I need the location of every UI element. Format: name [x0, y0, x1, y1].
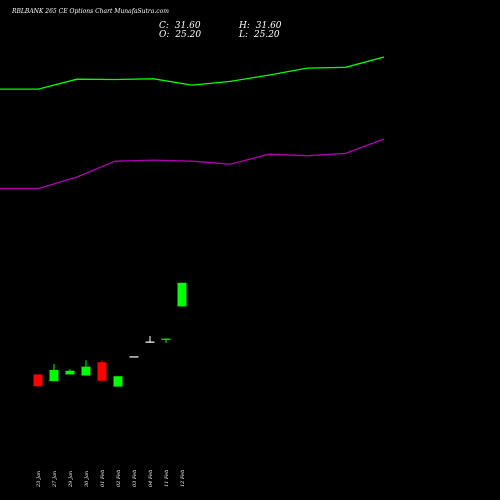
high-label: H: [238, 21, 250, 31]
candle-body [65, 370, 75, 375]
svg-text:H: 31.60: H: 31.60 [238, 21, 282, 31]
candle [161, 338, 171, 344]
candle [33, 374, 43, 387]
candles-layer [33, 282, 187, 387]
lower-band-line [0, 138, 385, 190]
candle [81, 360, 91, 376]
candle-body [145, 341, 155, 343]
candle [97, 360, 107, 382]
high-value: 31.60 [256, 21, 282, 31]
low-label: L: [238, 30, 248, 40]
bands-layer [0, 56, 385, 190]
candle-body [177, 282, 187, 307]
open-value: 25.20 [174, 30, 201, 40]
candle [177, 282, 187, 307]
svg-text:O: 25.20: O: 25.20 [159, 30, 201, 40]
candle [129, 356, 139, 358]
x-tick-label: 23 Jan [36, 471, 42, 488]
x-tick-label: 02 Feb [116, 470, 122, 487]
candle [49, 364, 59, 382]
close-label: C: [159, 21, 169, 31]
svg-text:C: 31.60: C: 31.60 [159, 21, 201, 31]
x-tick-label: 11 Feb [164, 470, 170, 487]
candle-body [81, 366, 91, 376]
x-tick-label: 01 Feb [100, 470, 106, 487]
candle-body [97, 362, 107, 381]
candle [145, 336, 155, 343]
svg-text:L: 25.20: L: 25.20 [238, 30, 280, 40]
candle [65, 369, 75, 375]
candle-body [49, 370, 59, 382]
chart-title: RBLBANK 265 CE Options Chart MunafaSutra… [11, 8, 169, 15]
upper-band-line [0, 56, 385, 90]
x-tick-label: 12 Feb [180, 470, 186, 487]
ohlc-readout: C: 31.60 O: 25.20 H: 31.60 L: 25.20 [159, 21, 282, 40]
candle-body [33, 374, 43, 387]
candle [113, 376, 123, 387]
x-tick-label: 04 Feb [148, 470, 154, 487]
open-label: O: [159, 30, 169, 40]
close-value: 31.60 [175, 21, 201, 31]
x-tick-label: 03 Feb [132, 470, 138, 487]
candle-body [129, 356, 139, 358]
low-value: 25.20 [253, 30, 280, 40]
x-tick-label: 29 Jan [68, 471, 74, 488]
x-tick-labels: 23 Jan 27 Jan 29 Jan 30 Jan 01 Feb 02 Feb 03 F… [36, 470, 186, 488]
x-tick-label: 30 Jan [84, 471, 90, 487]
candle-body [161, 338, 171, 340]
x-tick-label: 27 Jan [52, 471, 58, 488]
candle-body [113, 376, 123, 387]
